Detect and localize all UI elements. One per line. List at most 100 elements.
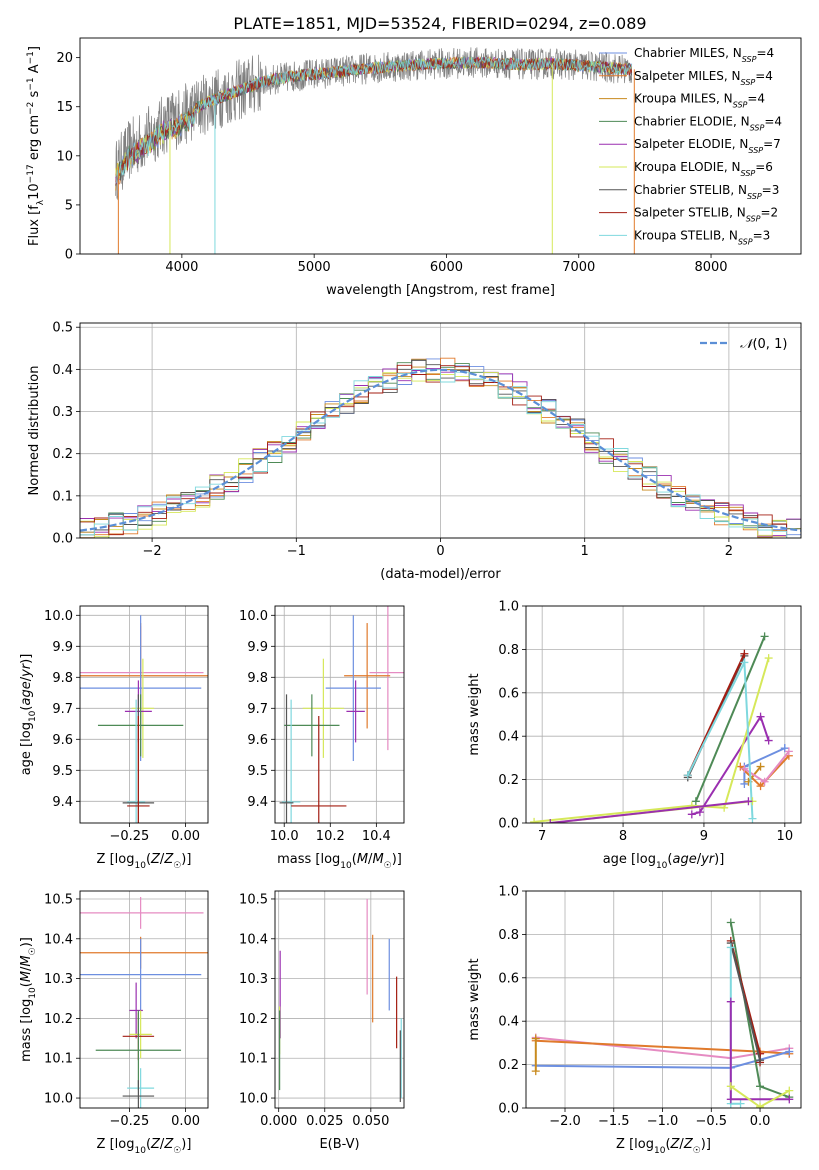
y-tick-label: 10.2 xyxy=(44,1012,73,1027)
x-tick-label: 8000 xyxy=(694,260,727,275)
x-axis-label: Z [log10(Z/Z☉)] xyxy=(616,1137,711,1156)
label-part: age [log xyxy=(603,852,656,867)
label-part: )] xyxy=(19,654,34,664)
tick-layer: 4000 5000 6000 7000 8000 0 5 10 15 20 xyxy=(56,51,727,275)
plot-area xyxy=(80,606,208,823)
label-part: ( xyxy=(146,852,151,867)
y-axis-label: Flux [fλ10−17 erg cm−2 s−1 A−1] xyxy=(26,46,46,246)
y-tick-label: 0.2 xyxy=(498,1058,519,1073)
y-tick-label: 0.2 xyxy=(52,447,73,462)
y-tick-label: 9.6 xyxy=(247,733,268,748)
legend-subscript: SSP xyxy=(738,237,753,246)
axes-frame xyxy=(79,890,209,1109)
weight-marker xyxy=(736,1099,745,1108)
weight-marker xyxy=(785,1047,794,1056)
x-tick-label: 0.050 xyxy=(352,1114,389,1129)
tick-layer: −2 −1 0 1 2 0.0 0.1 0.2 0.3 0.4 0.5 xyxy=(52,321,733,559)
weight-line-salpeter_elodie xyxy=(550,800,749,823)
label-part: ( xyxy=(146,1137,151,1152)
weight-marker xyxy=(740,658,749,667)
x-tick-label: −2.0 xyxy=(549,1114,581,1129)
label-part: ☉ xyxy=(173,1146,181,1156)
weight-marker xyxy=(736,762,745,771)
panel-z_weight: −2.0 −1.5 −1.0 −0.5 0.0 0.0 0.2 0.4 0.6 0.8 1.0 Z [… xyxy=(467,885,802,1156)
label-part: )] xyxy=(181,1137,191,1152)
label-part: )] xyxy=(392,852,402,867)
legend-label: Chabrier STELIB, N xyxy=(634,183,747,197)
legend: 𝒩(0, 1) xyxy=(700,337,787,352)
legend-label: Kroupa STELIB, N xyxy=(634,228,738,242)
weight-marker xyxy=(780,744,789,753)
label-part: A xyxy=(27,64,42,77)
x-tick-label: −0.25 xyxy=(109,1114,149,1129)
y-tick-label: 9.7 xyxy=(52,702,73,717)
tick-layer: −2.0 −1.5 −1.0 −0.5 0.0 0.0 0.2 0.4 0.6 0.8 1.0 xyxy=(498,885,770,1130)
label-part: 10 xyxy=(654,1146,666,1156)
y-tick-label: 0.4 xyxy=(52,363,73,378)
x-axis-label: (data-model)/error xyxy=(380,567,501,582)
weight-marker xyxy=(748,814,757,823)
weight-marker xyxy=(756,782,765,791)
legend-subscript: SSP xyxy=(742,55,757,64)
weight-marker xyxy=(784,747,793,756)
label-part: yr xyxy=(700,852,716,867)
label-part: M xyxy=(372,852,383,867)
x-tick-label: 0 xyxy=(436,544,444,559)
panel-spectrum: 4000 5000 6000 7000 8000 0 5 10 15 20 wavelength [… xyxy=(26,37,802,298)
label-part: M xyxy=(357,852,368,867)
x-tick-label: −1.5 xyxy=(598,1114,630,1129)
label-part: ☉ xyxy=(28,947,38,955)
label-part: / xyxy=(160,852,165,867)
y-tick-label: 0.8 xyxy=(498,643,519,658)
legend-label: Salpeter MILES, N xyxy=(634,69,741,83)
y-tick-label: 10.1 xyxy=(239,1052,268,1067)
weight-marker xyxy=(530,817,539,823)
y-tick-label: 9.9 xyxy=(52,640,73,655)
y-tick-label: 10.3 xyxy=(44,972,73,987)
weight-marker xyxy=(531,1034,540,1043)
plot-area xyxy=(526,605,801,824)
label-part: Z xyxy=(683,1137,694,1152)
y-tick-label: 0.4 xyxy=(498,1015,519,1030)
legend-label: Salpeter ELODIE, N xyxy=(634,137,748,151)
y-tick-label: 10 xyxy=(56,149,73,164)
weight-marker xyxy=(726,1095,735,1104)
weight-marker xyxy=(756,712,765,721)
weight-marker xyxy=(785,1086,794,1095)
x-tick-label: 6000 xyxy=(430,260,463,275)
panel-residuals: −2 −1 0 1 2 0.0 0.1 0.2 0.3 0.4 0.5 (data-model)/er… xyxy=(27,321,802,582)
legend-subscript: SSP xyxy=(750,123,765,132)
weight-marker xyxy=(726,1082,735,1091)
legend-count: =4 xyxy=(755,69,773,83)
y-tick-label: 0.6 xyxy=(498,686,519,701)
y-tick-label: 10.0 xyxy=(239,1092,268,1107)
weight-marker xyxy=(687,810,696,819)
label-part: Z xyxy=(670,1137,681,1152)
y-tick-label: 0 xyxy=(65,248,73,263)
legend-entry: 𝒩(0, 1) xyxy=(740,337,787,352)
label-part: ( xyxy=(667,852,672,867)
x-tick-label: −0.25 xyxy=(109,829,149,844)
y-tick-label: 0.5 xyxy=(52,321,73,336)
label-part: ( xyxy=(19,706,34,711)
legend-subscript: SSP xyxy=(741,169,756,178)
label-part: Z [log xyxy=(97,852,135,867)
panel-ebv_mass: 0.000 0.025 0.050 10.0 10.1 10.2 10.3 10.4 10.5 xyxy=(239,890,405,1129)
y-axis-label: mass [log10(M/M☉)] xyxy=(19,937,38,1062)
y-tick-label: 9.4 xyxy=(52,795,73,810)
label-part: M xyxy=(19,971,34,982)
x-tick-label: −0.5 xyxy=(695,1114,727,1129)
label-part: −1 xyxy=(26,51,36,64)
axes-frame xyxy=(274,605,405,824)
spectrum-model-line-kroupa_stelib xyxy=(115,56,633,184)
label-part: −1 xyxy=(26,77,36,90)
label-part: ☉ xyxy=(173,861,181,871)
legend-label: Kroupa MILES, N xyxy=(634,92,733,106)
legend-entry: Kroupa ELODIE, NSSP=6 xyxy=(634,160,773,178)
legend-count: =6 xyxy=(755,160,773,174)
tick-layer: 10.0 10.2 10.4 9.4 9.5 9.6 9.7 9.8 9.9 10.0 xyxy=(239,609,391,844)
y-tick-label: 10.0 xyxy=(44,1092,73,1107)
weight-marker xyxy=(756,1056,765,1065)
